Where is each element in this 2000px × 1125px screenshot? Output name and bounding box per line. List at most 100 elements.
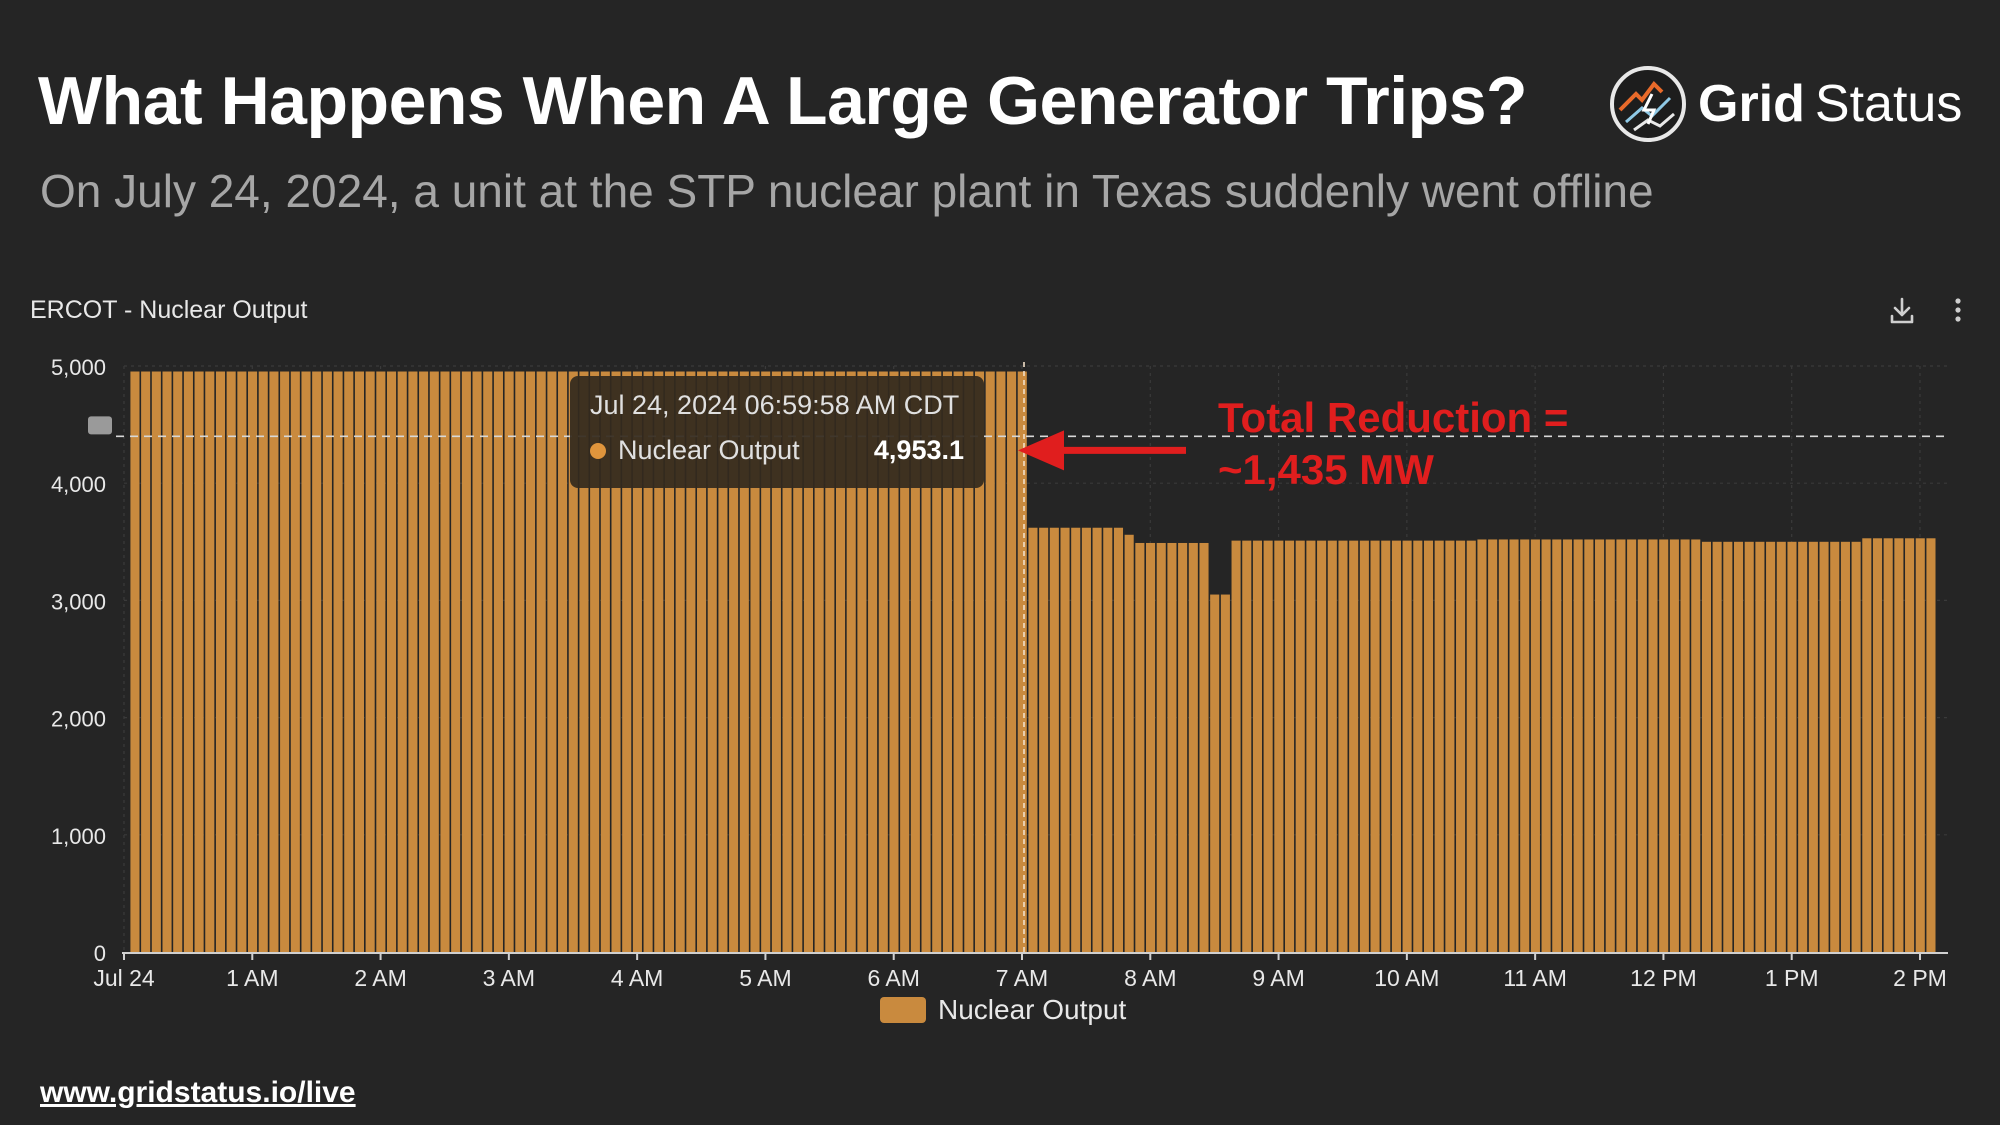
bar xyxy=(547,371,557,952)
bar xyxy=(611,371,621,952)
bar xyxy=(280,371,290,952)
bar xyxy=(1381,540,1391,952)
bar xyxy=(1338,540,1348,952)
bar xyxy=(1926,538,1936,952)
bar xyxy=(1488,539,1498,952)
bar xyxy=(1434,540,1444,952)
bar xyxy=(1135,542,1145,952)
bar xyxy=(1883,538,1893,952)
bar xyxy=(1851,541,1861,952)
chart-canvas: 0 1,000 2,000 3,000 4,000 5,000 Jul 24 1 AM 2 AM… xyxy=(51,355,1948,991)
tooltip-value: 4,953.1 xyxy=(873,435,964,465)
bar xyxy=(258,371,268,952)
chart-legend-item[interactable]: Nuclear Output xyxy=(880,994,1126,1026)
bar xyxy=(996,371,1006,952)
bar xyxy=(1284,540,1295,952)
bar xyxy=(1712,541,1722,952)
x-tick-label: 9 AM xyxy=(1252,965,1304,991)
bar xyxy=(173,371,183,952)
bar xyxy=(846,371,856,952)
bar xyxy=(440,371,450,952)
bar xyxy=(1402,540,1412,952)
bar xyxy=(1413,540,1423,952)
bar xyxy=(1840,541,1850,952)
x-tick-label: 2 AM xyxy=(354,965,406,991)
bar xyxy=(1744,541,1754,952)
brand-logo-group: Grid Status xyxy=(1608,62,1962,146)
bar xyxy=(1509,539,1519,952)
x-tick-label: 12 PM xyxy=(1630,965,1696,991)
bar xyxy=(1242,540,1252,952)
bar xyxy=(654,371,664,952)
bar xyxy=(322,371,332,952)
reduction-annotation: Total Reduction = ~1,435 MW xyxy=(1218,392,1568,496)
download-icon[interactable] xyxy=(1888,296,1916,326)
bar xyxy=(525,371,536,952)
bar xyxy=(344,371,354,952)
bar xyxy=(643,371,653,952)
bar xyxy=(1691,539,1701,952)
bar xyxy=(707,371,717,952)
bar xyxy=(1733,541,1744,952)
kebab-menu-icon[interactable] xyxy=(1946,296,1970,326)
footer-link[interactable]: www.gridstatus.io/live xyxy=(40,1076,356,1109)
bar xyxy=(953,371,963,952)
bar xyxy=(932,371,942,952)
tooltip-timestamp: Jul 24, 2024 06:59:58 AM CDT xyxy=(590,390,960,420)
bar xyxy=(451,371,461,952)
bar xyxy=(419,371,429,952)
annotation-line-2: ~1,435 MW xyxy=(1218,446,1434,493)
page-title: What Happens When A Large Generator Trip… xyxy=(38,63,1528,139)
bar xyxy=(248,371,258,952)
bar xyxy=(1210,594,1220,952)
bar xyxy=(1595,539,1605,952)
bar xyxy=(1755,541,1765,952)
bar xyxy=(205,371,215,952)
annotation-line-1: Total Reduction = xyxy=(1218,394,1569,441)
x-tick-label: 7 AM xyxy=(996,965,1048,991)
bar xyxy=(664,371,675,952)
bar xyxy=(1520,539,1530,952)
bar xyxy=(868,371,878,952)
x-tick-label: 4 AM xyxy=(611,965,663,991)
brand-name-bold: Grid xyxy=(1698,75,1805,133)
bar xyxy=(1573,539,1583,952)
bar xyxy=(226,371,236,952)
bar xyxy=(1167,542,1177,952)
bar xyxy=(900,371,910,952)
bar xyxy=(1466,540,1476,952)
bar xyxy=(1252,540,1263,952)
bar xyxy=(793,371,803,952)
bar xyxy=(622,371,632,952)
bar xyxy=(782,371,792,952)
bar xyxy=(397,371,407,952)
bar xyxy=(504,371,514,952)
bar xyxy=(1188,542,1198,952)
bar xyxy=(365,371,375,952)
bar xyxy=(1092,527,1102,952)
bar xyxy=(1680,539,1690,952)
bar xyxy=(1103,527,1113,952)
bar xyxy=(1156,542,1166,952)
y-tick-label: 0 xyxy=(94,941,106,966)
bar xyxy=(1787,541,1797,952)
bar xyxy=(1616,539,1626,952)
bar xyxy=(1263,540,1273,952)
bar xyxy=(579,371,589,952)
bar xyxy=(1349,540,1359,952)
x-tick-label: 3 AM xyxy=(483,965,535,991)
bar xyxy=(761,371,771,952)
x-tick-label: 10 AM xyxy=(1374,965,1439,991)
bar xyxy=(1017,371,1027,952)
bar xyxy=(729,371,739,952)
bar xyxy=(1637,539,1647,952)
bar xyxy=(1124,534,1134,952)
bar xyxy=(183,371,193,952)
grid-status-logo-icon xyxy=(1610,66,1686,142)
bar xyxy=(1456,540,1466,952)
bar xyxy=(835,371,846,952)
bar xyxy=(386,371,397,952)
bar xyxy=(408,371,418,952)
bar xyxy=(1295,540,1305,952)
bar xyxy=(1274,540,1284,952)
